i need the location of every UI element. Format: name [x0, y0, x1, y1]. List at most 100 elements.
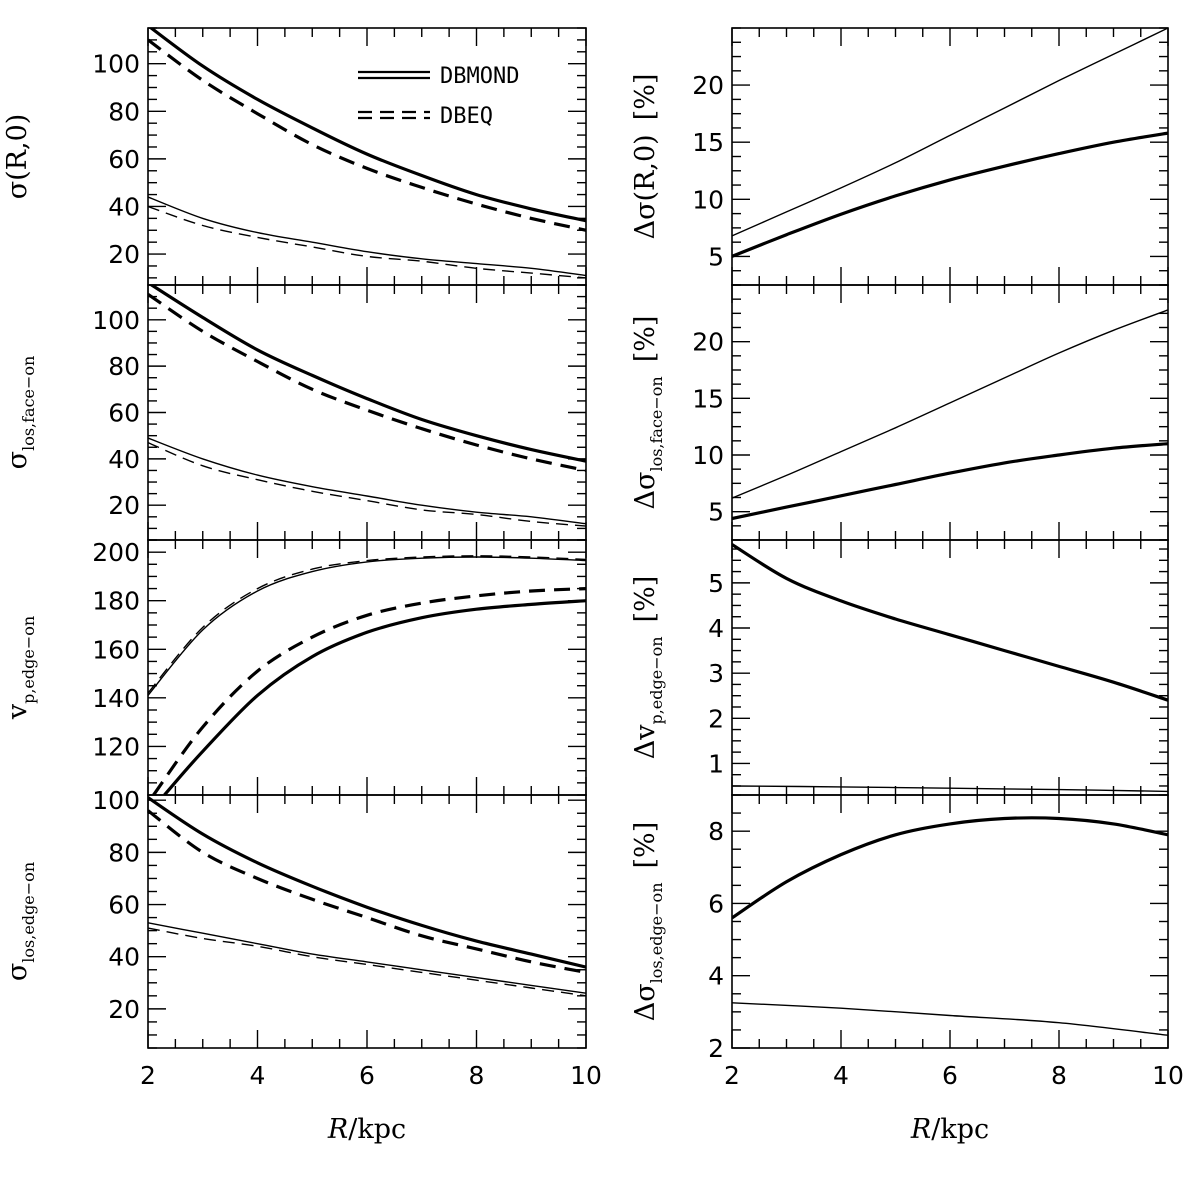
series-line-thick-solid — [732, 131, 1168, 258]
y-axis-label-sub: los,edge−on — [19, 862, 38, 963]
legend-label: DBEQ — [440, 104, 493, 129]
y-tick-label: 60 — [108, 399, 140, 428]
y-tick-label: 10 — [692, 185, 724, 214]
y-tick-label: 4 — [708, 614, 724, 643]
series-line-thin-solid — [732, 785, 1168, 793]
series-line-thick-dashed — [148, 292, 586, 473]
x-tick-label: 6 — [359, 1061, 375, 1090]
series-line-thick-solid — [148, 285, 586, 463]
y-tick-label: 40 — [108, 445, 140, 474]
y-axis-label-main: Δσ — [630, 472, 661, 510]
y-tick-label: 3 — [708, 659, 724, 688]
y-tick-label: 60 — [108, 145, 140, 174]
x-tick-label: 2 — [724, 1061, 740, 1090]
y-tick-label: 2 — [708, 704, 724, 733]
x-axis-label-var: R — [327, 1114, 348, 1145]
y-tick-label: 80 — [108, 838, 140, 867]
x-axis-label: R/kpc — [910, 1114, 989, 1145]
y-axis-label-main: σ(R,0) — [2, 114, 33, 200]
y-axis-label-unit: [%] — [630, 576, 661, 623]
y-tick-label: 5 — [708, 569, 724, 598]
y-axis-label-sub: p,edge−on — [19, 616, 38, 704]
panel-dvp-edge-on: 1 2 3 4 5 Δvp,edge−on [%] — [630, 539, 1169, 796]
panel-sigma-los-edge-on: 20 40 60 80 100 2 4 6 8 10 R/kpc σlos,edge−on — [2, 786, 602, 1145]
y-axis-label: Δvp,edge−on [%] — [630, 576, 666, 760]
plot-frame — [147, 794, 587, 1049]
panel-sigma-R0: 20 40 60 80 100 σ(R,0) DBMOND DBEQ — [2, 27, 587, 286]
series-group — [148, 285, 586, 527]
x-tick-label: 4 — [250, 1061, 266, 1090]
panel-sigma-los-face-on: 20 40 60 80 100 σlos,face−on — [2, 284, 587, 541]
y-axis-label-unit: [%] — [630, 822, 661, 869]
plot-frame — [731, 27, 1169, 286]
y-axis-label-main: v — [2, 703, 33, 720]
y-tick-label: 20 — [108, 995, 140, 1024]
series-line-thin-solid — [732, 309, 1168, 499]
y-tick-label: 15 — [692, 384, 724, 413]
y-tick-label: 4 — [708, 962, 724, 991]
series-line-thick-solid — [148, 796, 586, 969]
series-line-thick-dashed — [148, 809, 586, 974]
y-tick-label: 40 — [108, 192, 140, 221]
series-line-thin-solid — [148, 196, 586, 277]
x-tick-label: 4 — [833, 1061, 849, 1090]
y-axis-label: Δσ(R,0) [%] — [630, 74, 661, 240]
y-tick-label: 20 — [692, 328, 724, 357]
y-axis-label: σ(R,0) — [2, 114, 33, 200]
y-axis-label: vp,edge−on — [2, 616, 38, 720]
y-tick-label: 15 — [692, 128, 724, 157]
y-tick-label: 5 — [708, 242, 724, 271]
y-tick-label: 2 — [708, 1034, 724, 1063]
x-axis-label-unit: /kpc — [931, 1114, 989, 1145]
y-axis-label-main: σ — [2, 451, 33, 469]
y-tick-label: 20 — [108, 491, 140, 520]
series-group — [148, 28, 586, 279]
y-tick-label: 20 — [692, 71, 724, 100]
plot-frame — [147, 539, 587, 796]
series-line-thick-solid — [163, 599, 586, 795]
x-tick-label: 8 — [469, 1061, 485, 1090]
series-line-thick-dashed — [152, 587, 586, 795]
y-axis-label-main: Δσ(R,0) — [630, 134, 661, 239]
panel-dsigma-los-face-on: 5 10 15 20 Δσlos,face−on [%] — [630, 284, 1169, 541]
y-tick-label: 80 — [108, 97, 140, 126]
plot-frame — [731, 284, 1169, 541]
x-tick-label: 10 — [1152, 1061, 1184, 1090]
y-axis-label-main: σ — [2, 963, 33, 981]
y-axis-label-unit: [%] — [630, 74, 661, 121]
y-tick-label: 100 — [92, 786, 140, 815]
y-tick-label: 10 — [692, 441, 724, 470]
y-axis-label: σlos,face−on — [2, 356, 38, 470]
y-tick-label: 80 — [108, 352, 140, 381]
y-axis-label-sub: los,edge−on — [647, 882, 666, 983]
x-tick-label: 6 — [942, 1061, 958, 1090]
legend-label: DBMOND — [440, 64, 519, 89]
series-line-thick-solid — [732, 442, 1168, 521]
series-line-thin-solid — [732, 1002, 1168, 1036]
plot-frame — [731, 794, 1169, 1049]
x-tick-label: 8 — [1051, 1061, 1067, 1090]
y-axis-label-main: Δv — [630, 724, 661, 759]
x-axis-label: R/kpc — [327, 1114, 406, 1145]
x-axis-label-var: R — [910, 1114, 931, 1145]
series-line-thin-dashed — [148, 555, 586, 694]
series-group — [148, 796, 586, 997]
y-tick-label: 100 — [92, 306, 140, 335]
y-axis-label: Δσlos,edge−on [%] — [630, 822, 666, 1021]
y-tick-label: 6 — [708, 889, 724, 918]
legend: DBMOND DBEQ — [358, 64, 519, 129]
x-tick-label: 2 — [140, 1061, 156, 1090]
series-group — [732, 309, 1168, 521]
series-group — [732, 816, 1168, 1036]
series-line-thick-dashed — [148, 38, 586, 232]
y-axis-label-sub: los,face−on — [647, 376, 666, 471]
y-tick-label: 120 — [92, 732, 140, 761]
y-axis-label-unit: [%] — [630, 316, 661, 363]
panel-dsigma-los-edge-on: 2 4 6 8 2 4 6 8 10 R/kpc Δσlos,edge−on [%] — [630, 794, 1184, 1145]
y-tick-label: 140 — [92, 684, 140, 713]
series-line-thick-solid — [148, 28, 586, 223]
y-axis-label: σlos,edge−on — [2, 862, 38, 981]
y-tick-label: 40 — [108, 943, 140, 972]
plot-frame — [147, 27, 587, 286]
series-group — [148, 555, 586, 795]
